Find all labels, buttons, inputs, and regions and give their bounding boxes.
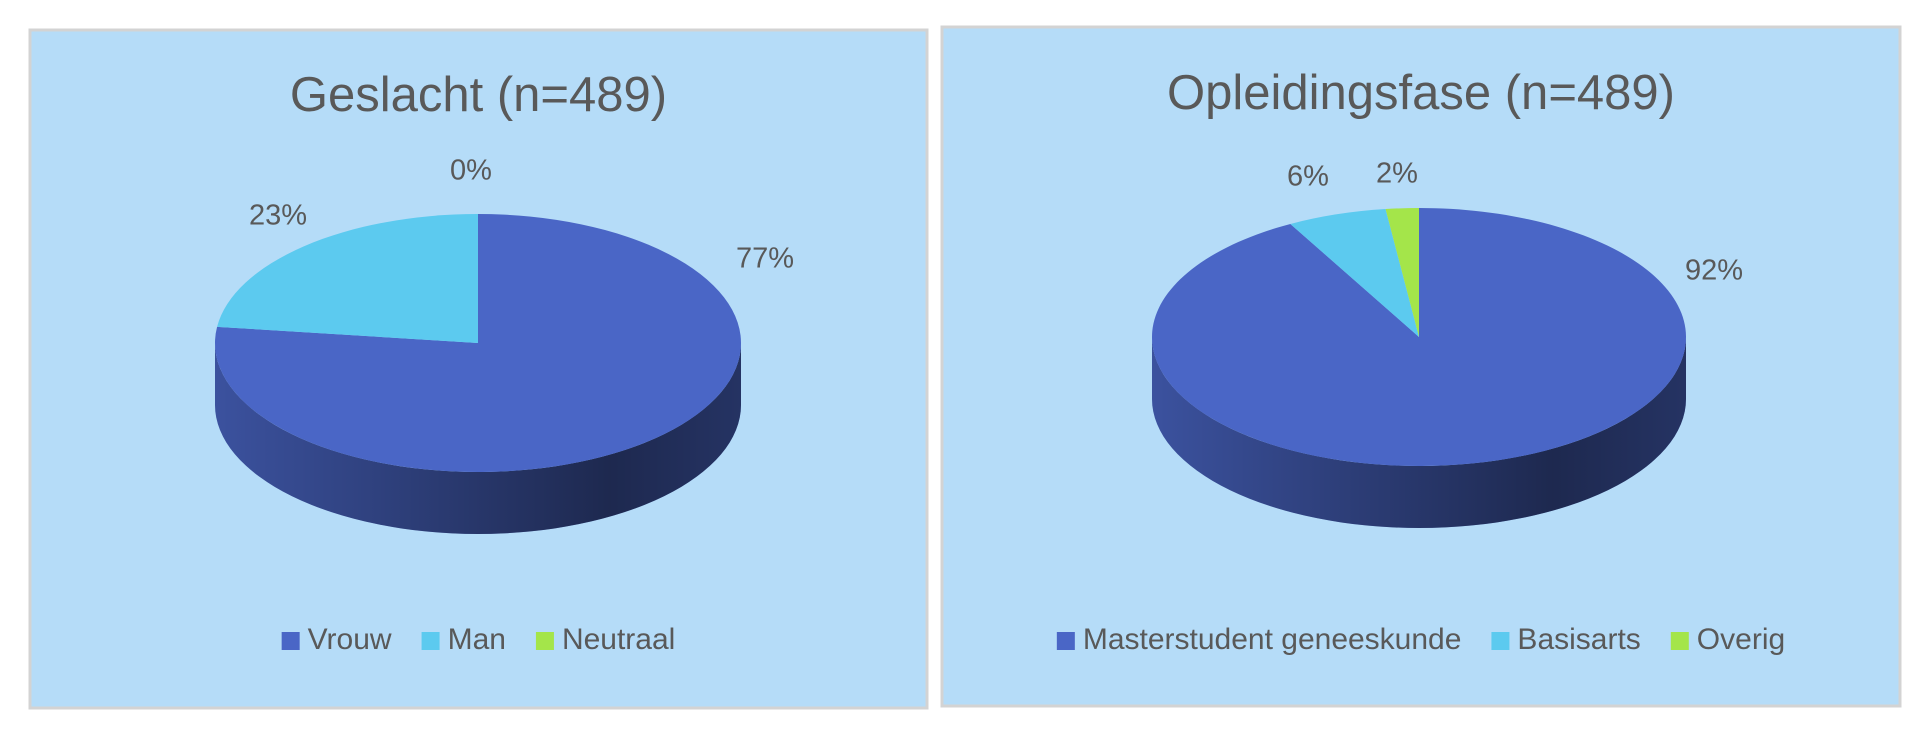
chart-title: Geslacht (n=489): [290, 68, 667, 122]
legend-label: Neutraal: [562, 623, 675, 656]
legend-swatch: [1491, 632, 1510, 650]
data-label: 92%: [1685, 255, 1743, 287]
legend: Vrouw Man Neutraal: [281, 623, 675, 656]
legend-label: Basisarts: [1517, 623, 1640, 656]
legend-label: Man: [448, 623, 506, 656]
legend-swatch: [535, 632, 554, 650]
pie-slice: [217, 214, 478, 343]
data-label: 2%: [1376, 158, 1418, 190]
legend-swatch: [1670, 632, 1689, 650]
pie-slice: [1290, 209, 1419, 337]
slice-side-shade: [215, 343, 741, 534]
pie-slice: [1385, 208, 1419, 337]
legend-label: Overig: [1697, 623, 1785, 656]
legend-label: Vrouw: [308, 623, 392, 656]
data-label: 0%: [450, 155, 492, 187]
slice-side-shade: [1152, 337, 1686, 528]
legend: Masterstudent geneeskunde Basisarts Overig: [1056, 623, 1785, 656]
legend-swatch: [281, 632, 300, 650]
legend-label: Masterstudent geneeskunde: [1083, 623, 1462, 656]
legend-swatch: [421, 632, 440, 650]
legend-swatch: [1056, 632, 1075, 650]
data-label: 23%: [249, 200, 307, 232]
chart-title: Opleidingsfase (n=489): [1167, 66, 1675, 120]
data-label: 77%: [736, 243, 794, 275]
data-label: 6%: [1287, 161, 1329, 193]
